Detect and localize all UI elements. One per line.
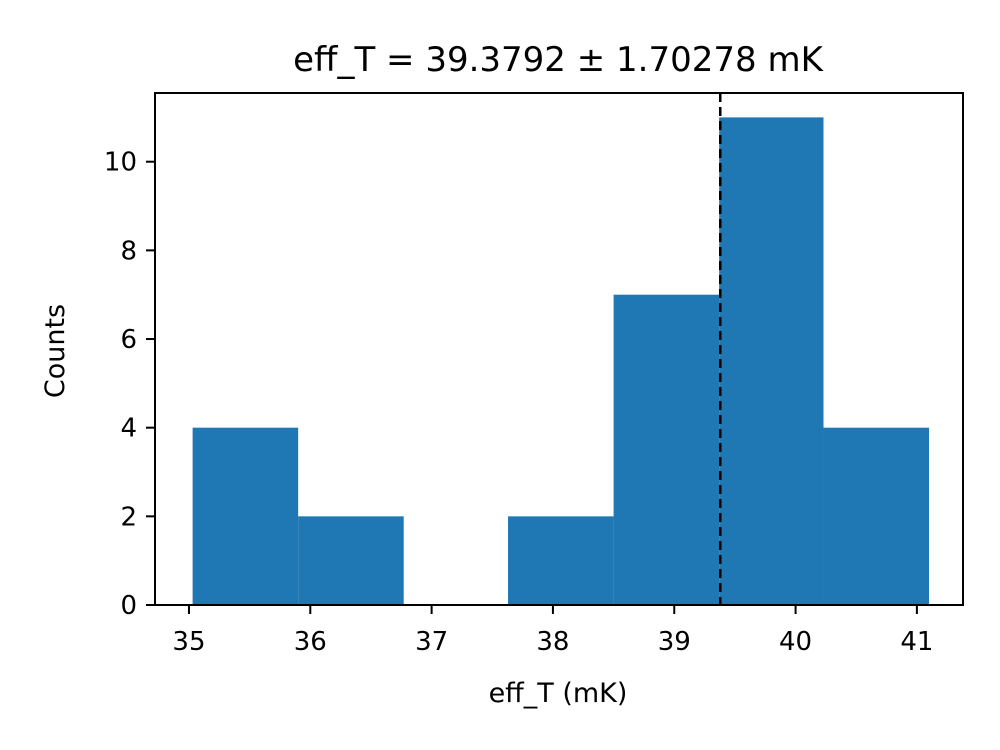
histogram-bar-3 [508,516,614,605]
histogram-bar-1 [298,516,404,605]
histogram-bar-6 [823,427,930,605]
y-axis-ticks: 0 2 4 6 8 10 [104,148,155,621]
x-tick-label: 37 [415,627,448,657]
y-axis-label: Counts [40,304,71,398]
x-tick-label: 39 [658,627,691,657]
axes-frame [154,92,964,606]
x-tick-label: 35 [172,627,205,657]
histogram-bar-4 [613,294,720,605]
histogram-bar-5 [719,117,824,605]
x-axis-ticks: 35 36 37 38 39 40 41 [172,605,933,657]
chart-title: eff_T = 39.3792 ± 1.70278 mK [293,40,824,80]
x-tick-label: 38 [536,627,569,657]
y-tick-label: 10 [104,148,137,178]
x-tick-label: 36 [294,627,327,657]
y-tick-label: 0 [120,591,137,621]
y-tick-label: 8 [120,236,137,266]
histogram-bar-0 [192,427,299,605]
x-axis-label: eff_T (mK) [489,678,628,709]
y-tick-label: 4 [120,414,137,444]
x-tick-label: 40 [779,627,812,657]
y-tick-label: 6 [120,325,137,355]
y-tick-label: 2 [120,502,137,532]
x-tick-label: 41 [900,627,933,657]
bars-layer [192,117,930,605]
